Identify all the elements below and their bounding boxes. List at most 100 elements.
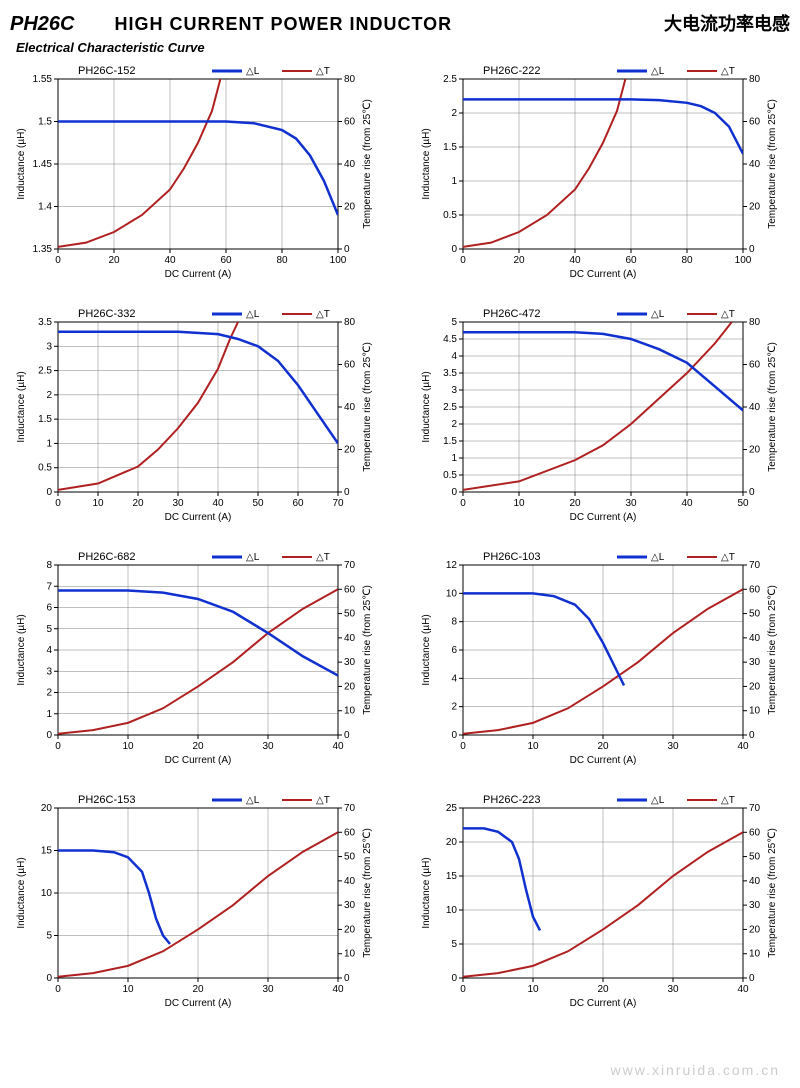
- ticklabel-yl: 2.5: [38, 366, 52, 377]
- ticklabel-yr: 20: [344, 202, 356, 213]
- ticklabel-yl: 2: [451, 419, 457, 430]
- ticklabel-yl: 10: [41, 888, 53, 899]
- ticklabel-yl: 3: [46, 666, 52, 677]
- ticklabel-x: 30: [667, 741, 679, 752]
- ticklabel-yl: 4: [451, 351, 457, 362]
- charts-grid: PH26C-152△L△T0204060801001.351.41.451.51…: [10, 61, 790, 1015]
- chart-title: PH26C-222: [483, 65, 540, 77]
- ticklabel-yl: 15: [446, 871, 458, 882]
- ticklabel-yr: 0: [344, 973, 350, 984]
- chart-svg: PH26C-223△L△T010203040051015202501020304…: [415, 790, 785, 1015]
- chart-svg: PH26C-152△L△T0204060801001.351.41.451.51…: [10, 61, 380, 286]
- ticklabel-x: 80: [681, 255, 693, 266]
- ticklabel-yr: 30: [749, 657, 761, 668]
- ticklabel-x: 80: [276, 255, 288, 266]
- ticklabel-yr: 40: [344, 876, 356, 887]
- ticklabel-yr: 70: [344, 803, 356, 814]
- ticklabel-yr: 60: [749, 584, 761, 595]
- ticklabel-yl: 0: [451, 244, 457, 255]
- ticklabel-yl: 0: [46, 487, 52, 498]
- ticklabel-yr: 70: [749, 560, 761, 571]
- series-temperature: [463, 322, 732, 490]
- ticklabel-yr: 40: [749, 876, 761, 887]
- ticklabel-x: 0: [55, 255, 61, 266]
- ticklabel-yr: 20: [344, 445, 356, 456]
- ticklabel-yl: 4: [46, 645, 52, 656]
- yaxis-right-label: Temperature rise (from 25℃): [362, 585, 373, 715]
- ticklabel-yr: 0: [749, 244, 755, 255]
- chart-svg: PH26C-682△L△T010203040012345678010203040…: [10, 547, 380, 772]
- chart-panel: PH26C-153△L△T010203040051015200102030405…: [10, 790, 385, 1015]
- ticklabel-x: 70: [332, 498, 344, 509]
- yaxis-left-label: Inductance (µH): [16, 371, 27, 442]
- yaxis-right-label: Temperature rise (from 25℃): [767, 99, 778, 229]
- ticklabel-yr: 30: [344, 657, 356, 668]
- ticklabel-x: 30: [172, 498, 184, 509]
- ticklabel-yr: 60: [749, 117, 761, 128]
- yaxis-right-label: Temperature rise (from 25℃): [767, 585, 778, 715]
- ticklabel-yr: 40: [749, 633, 761, 644]
- ticklabel-yr: 50: [344, 609, 356, 620]
- legend-label-t: △T: [316, 309, 330, 320]
- series-inductance: [58, 851, 170, 945]
- ticklabel-yl: 2.5: [443, 402, 457, 413]
- yaxis-left-label: Inductance (µH): [421, 128, 432, 199]
- ticklabel-x: 40: [332, 984, 344, 995]
- ticklabel-yr: 0: [344, 244, 350, 255]
- yaxis-right-label: Temperature rise (from 25℃): [362, 828, 373, 958]
- ticklabel-yl: 2.5: [443, 74, 457, 85]
- ticklabel-yl: 20: [446, 837, 458, 848]
- ticklabel-yl: 1.5: [443, 436, 457, 447]
- ticklabel-x: 100: [735, 255, 752, 266]
- ticklabel-x: 30: [262, 984, 274, 995]
- section-subtitle: Electrical Characteristic Curve: [16, 40, 790, 55]
- chart-panel: PH26C-103△L△T010203040024681012010203040…: [415, 547, 790, 772]
- ticklabel-yr: 40: [749, 402, 761, 413]
- legend-label-l: △L: [246, 309, 260, 320]
- ticklabel-yr: 40: [749, 159, 761, 170]
- ticklabel-yl: 1.5: [443, 142, 457, 153]
- ticklabel-yl: 8: [46, 560, 52, 571]
- ticklabel-x: 40: [212, 498, 224, 509]
- yaxis-right-label: Temperature rise (from 25℃): [767, 342, 778, 472]
- series-inductance: [463, 593, 624, 685]
- ticklabel-yl: 5: [46, 624, 52, 635]
- chart-panel: PH26C-682△L△T010203040012345678010203040…: [10, 547, 385, 772]
- chart-svg: PH26C-222△L△T02040608010000.511.522.5020…: [415, 61, 785, 286]
- ticklabel-x: 0: [460, 984, 466, 995]
- ticklabel-yr: 0: [344, 730, 350, 741]
- yaxis-right-label: Temperature rise (from 25℃): [767, 828, 778, 958]
- legend-label-t: △T: [316, 66, 330, 77]
- xaxis-label: DC Current (A): [165, 755, 232, 766]
- ticklabel-yl: 0: [46, 730, 52, 741]
- part-number: PH26C: [10, 13, 74, 36]
- ticklabel-yr: 60: [344, 584, 356, 595]
- chart-panel: PH26C-222△L△T02040608010000.511.522.5020…: [415, 61, 790, 286]
- xaxis-label: DC Current (A): [570, 269, 637, 280]
- series-temperature: [463, 79, 625, 247]
- ticklabel-x: 30: [262, 741, 274, 752]
- ticklabel-x: 30: [667, 984, 679, 995]
- ticklabel-yr: 40: [344, 633, 356, 644]
- ticklabel-x: 10: [527, 741, 539, 752]
- ticklabel-yl: 5: [451, 939, 457, 950]
- ticklabel-x: 20: [108, 255, 120, 266]
- ticklabel-yl: 1.55: [33, 74, 53, 85]
- ticklabel-yl: 0: [451, 487, 457, 498]
- ticklabel-yl: 10: [446, 905, 458, 916]
- ticklabel-yl: 25: [446, 803, 458, 814]
- ticklabel-yl: 3: [451, 385, 457, 396]
- ticklabel-x: 50: [737, 498, 749, 509]
- legend-label-l: △L: [651, 552, 665, 563]
- ticklabel-x: 10: [513, 498, 525, 509]
- ticklabel-x: 0: [55, 984, 61, 995]
- chart-panel: PH26C-472△L△T0102030405000.511.522.533.5…: [415, 304, 790, 529]
- ticklabel-x: 20: [569, 498, 581, 509]
- ticklabel-yr: 40: [344, 402, 356, 413]
- legend-label-l: △L: [651, 66, 665, 77]
- chart-svg: PH26C-472△L△T0102030405000.511.522.533.5…: [415, 304, 785, 529]
- ticklabel-x: 50: [252, 498, 264, 509]
- series-inductance: [463, 99, 743, 153]
- legend-label-t: △T: [721, 66, 735, 77]
- ticklabel-yl: 3.5: [443, 368, 457, 379]
